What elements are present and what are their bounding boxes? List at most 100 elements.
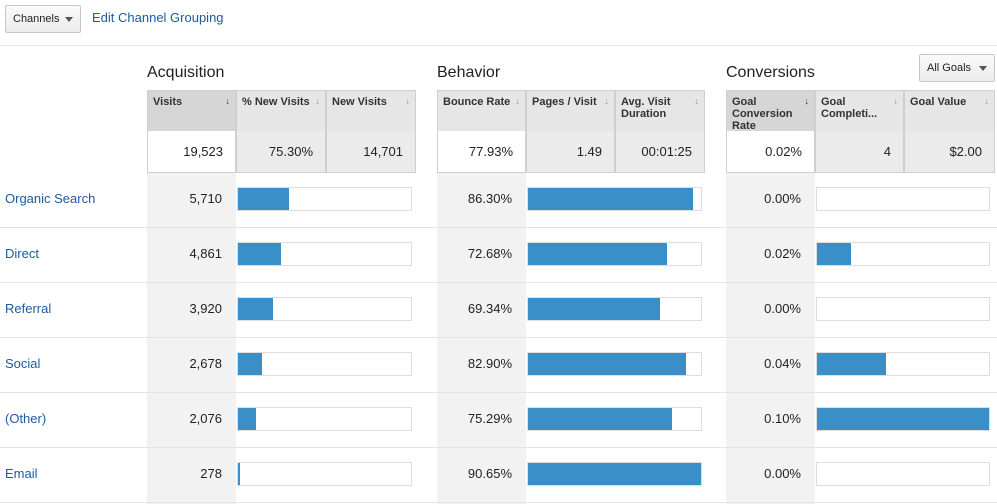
goal-conversion-rate-bar <box>817 243 851 265</box>
column-header-label: Bounce Rate <box>443 96 511 108</box>
bounce-rate-bar-track <box>527 352 702 376</box>
row-divider <box>0 282 997 283</box>
conversions-group-title: Conversions <box>726 64 815 81</box>
column-header-label: Pages / Visit <box>532 96 597 108</box>
goal-conversion-rate-value: 0.00% <box>764 301 801 316</box>
bounce-rate-value: 82.90% <box>467 356 512 371</box>
total-goal-value: $2.00 <box>904 131 995 173</box>
report-toolbar: Channels Edit Channel Grouping <box>0 0 997 46</box>
visits-column-bg <box>147 173 236 504</box>
bounce-rate-bar <box>528 408 672 430</box>
visits-bar-track <box>237 407 412 431</box>
bounce-column-bg <box>437 173 526 504</box>
channel-link[interactable]: Referral <box>5 301 52 316</box>
bounce-rate-bar <box>528 243 667 265</box>
acquisition-group-title: Acquisition <box>147 64 225 81</box>
channel-link[interactable]: Email <box>5 466 38 481</box>
visits-bar <box>238 298 273 320</box>
total-new-visits: 14,701 <box>326 131 416 173</box>
column-header-bounce-rate[interactable]: Bounce Rate ↓ <box>437 90 526 131</box>
visits-bar-track <box>237 352 412 376</box>
goal-conversion-rate-bar <box>817 408 989 430</box>
sort-arrow-icon: ↓ <box>984 96 990 106</box>
bounce-rate-bar <box>528 188 693 210</box>
visits-bar <box>238 353 262 375</box>
column-header-avg-visit-duration[interactable]: Avg. Visit Duration ↓ <box>615 90 705 131</box>
sort-arrow-icon: ↓ <box>694 96 700 106</box>
total-bounce-rate: 77.93% <box>437 131 526 173</box>
column-header-pages-per-visit[interactable]: Pages / Visit ↓ <box>526 90 615 131</box>
row-divider <box>0 337 997 338</box>
column-header-label: Goal Conversion Rate <box>732 96 793 131</box>
channel-link[interactable]: Direct <box>5 246 39 261</box>
goal-conversion-rate-bar-track <box>816 352 990 376</box>
bounce-rate-value: 86.30% <box>467 191 512 206</box>
sort-arrow-icon: ↓ <box>804 96 810 106</box>
channel-link[interactable]: (Other) <box>5 411 47 426</box>
column-header-label: Avg. Visit Duration <box>621 96 671 120</box>
row-divider <box>0 502 997 503</box>
column-header-label: % New Visits <box>242 96 310 108</box>
visits-bar <box>238 243 281 265</box>
visits-bar <box>238 463 240 485</box>
channel-link[interactable]: Organic Search <box>5 191 96 206</box>
goal-conversion-rate-bar-track <box>816 187 990 211</box>
bounce-rate-bar <box>528 298 660 320</box>
column-header-goal-value[interactable]: Goal Value ↓ <box>904 90 995 131</box>
sort-arrow-icon: ↓ <box>225 96 231 106</box>
channel-link[interactable]: Social <box>5 356 41 371</box>
goal-conversion-rate-bar-track <box>816 407 990 431</box>
goal-conversion-rate-bar <box>817 353 886 375</box>
goal-conversion-rate-bar-track <box>816 297 990 321</box>
visits-value: 3,920 <box>189 301 222 316</box>
visits-value: 278 <box>200 466 222 481</box>
visits-value: 2,678 <box>189 356 222 371</box>
bounce-rate-bar-track <box>527 187 702 211</box>
column-header-label: New Visits <box>332 96 387 108</box>
column-header-label: Goal Value <box>910 96 967 108</box>
edit-channel-grouping-link[interactable]: Edit Channel Grouping <box>92 10 224 25</box>
total-goal-completions: 4 <box>815 131 904 173</box>
bounce-rate-bar-track <box>527 407 702 431</box>
goal-conversion-rate-value: 0.02% <box>764 246 801 261</box>
sort-arrow-icon: ↓ <box>893 96 899 106</box>
column-header-label: Goal Completi... <box>821 96 878 120</box>
bounce-rate-bar <box>528 463 701 485</box>
column-header-new-visits[interactable]: New Visits ↓ <box>326 90 416 131</box>
goal-conversion-rate-value: 0.00% <box>764 191 801 206</box>
column-header-visits[interactable]: Visits ↓ <box>147 90 236 131</box>
bounce-rate-bar <box>528 353 686 375</box>
behavior-group-title: Behavior <box>437 64 501 81</box>
visits-bar-track <box>237 242 412 266</box>
column-header-goal-conversion-rate[interactable]: Goal Conversion Rate ↓ <box>726 90 815 131</box>
total-pages-per-visit: 1.49 <box>526 131 615 173</box>
goal-conversion-rate-value: 0.04% <box>764 356 801 371</box>
chevron-down-icon <box>65 17 73 22</box>
total-new-visits-pct: 75.30% <box>236 131 326 173</box>
visits-value: 2,076 <box>189 411 222 426</box>
goal-conversion-rate-value: 0.10% <box>764 411 801 426</box>
goal-conversion-rate-bar-track <box>816 242 990 266</box>
total-visits: 19,523 <box>147 131 236 173</box>
visits-bar <box>238 188 289 210</box>
visits-bar-track <box>237 297 412 321</box>
column-header-label: Visits <box>153 96 183 108</box>
visits-bar <box>238 408 256 430</box>
all-goals-dropdown[interactable]: All Goals <box>919 54 995 82</box>
row-divider <box>0 392 997 393</box>
goal-conversion-rate-value: 0.00% <box>764 466 801 481</box>
bounce-rate-value: 90.65% <box>467 466 512 481</box>
column-header-new-visits-pct[interactable]: % New Visits ↓ <box>236 90 326 131</box>
channels-dropdown-label: Channels <box>13 13 60 25</box>
visits-bar-track <box>237 187 412 211</box>
visits-value: 4,861 <box>189 246 222 261</box>
sort-arrow-icon: ↓ <box>515 96 521 106</box>
all-goals-dropdown-label: All Goals <box>927 62 972 74</box>
column-header-goal-completions[interactable]: Goal Completi... ↓ <box>815 90 904 131</box>
channels-dropdown[interactable]: Channels <box>5 5 81 33</box>
row-divider <box>0 447 997 448</box>
sort-arrow-icon: ↓ <box>315 96 321 106</box>
conversion-column-bg <box>726 173 815 504</box>
bounce-rate-bar-track <box>527 242 702 266</box>
chevron-down-icon <box>979 66 987 71</box>
